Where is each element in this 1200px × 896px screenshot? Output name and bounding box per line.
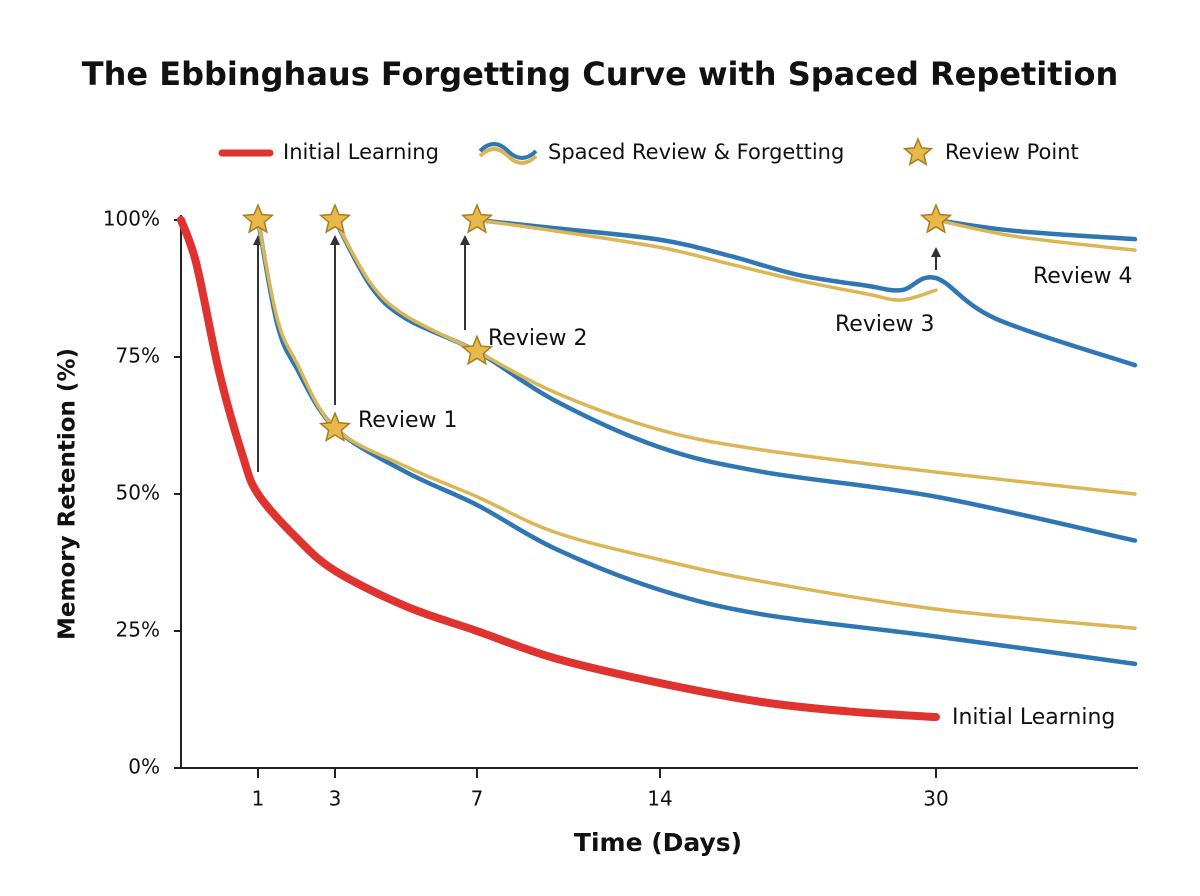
annotation: Review 2 [488, 326, 587, 351]
legend-swatch [478, 147, 538, 165]
legend-label: Review Point [945, 140, 1079, 164]
review-curve [474, 217, 1138, 368]
y-tick-label: 25% [116, 618, 160, 642]
forgetting-curve [177, 216, 940, 722]
x-axis-label: Time (Days) [574, 828, 742, 857]
review-curve-alt [333, 218, 1137, 496]
review-curve-alt [256, 218, 1137, 631]
review-star [318, 411, 352, 442]
legend-swatch [478, 142, 538, 160]
legend-label: Spaced Review & Forgetting [548, 140, 844, 164]
legend-label: Initial Learning [283, 140, 439, 164]
x-tick-label: 3 [329, 787, 342, 811]
review-curve-alt [475, 218, 938, 302]
review-star [919, 203, 953, 234]
x-tick-label: 1 [252, 787, 265, 811]
y-axis-label: Memory Retention (%) [55, 348, 81, 640]
annotation: Review 4 [1033, 264, 1132, 289]
legend-swatch [902, 137, 934, 166]
y-tick-label: 0% [128, 755, 160, 779]
review-star [318, 203, 352, 234]
x-tick-label: 7 [471, 787, 484, 811]
annotation: Review 1 [358, 408, 457, 433]
x-tick-label: 30 [923, 787, 948, 811]
review-star [460, 334, 494, 366]
annotation: Review 3 [835, 312, 934, 337]
review-star [241, 203, 275, 234]
y-tick-label: 50% [116, 481, 160, 505]
review-curve [933, 217, 1138, 242]
y-tick-label: 75% [116, 344, 160, 368]
chart-title: The Ebbinghaus Forgetting Curve with Spa… [82, 55, 1118, 93]
x-tick-label: 14 [647, 787, 672, 811]
y-tick-label: 100% [103, 207, 160, 231]
review-curve [332, 217, 1138, 543]
review-curve-alt [934, 218, 1137, 252]
review-star [460, 203, 494, 234]
review-curve [255, 217, 1138, 667]
annotation: Initial Learning [952, 705, 1115, 730]
